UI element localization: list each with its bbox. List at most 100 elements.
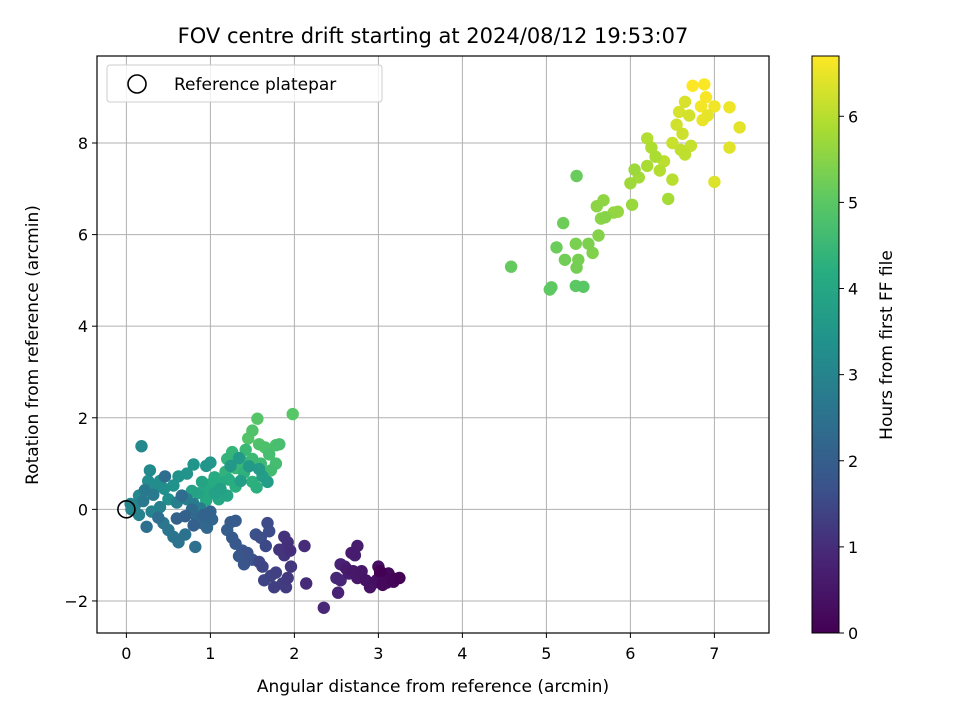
data-point bbox=[599, 211, 612, 224]
data-point bbox=[279, 581, 293, 594]
colorbar-tick-label: 1 bbox=[848, 538, 858, 557]
data-point bbox=[676, 127, 689, 140]
data-point bbox=[317, 601, 330, 614]
colorbar-gradient bbox=[811, 55, 840, 634]
y-axis-ticks: −2 0 2 4 6 8 bbox=[64, 134, 97, 611]
data-point bbox=[259, 539, 272, 553]
data-point bbox=[261, 516, 274, 530]
data-point bbox=[678, 148, 692, 161]
x-tick-label: 6 bbox=[625, 644, 635, 663]
data-point bbox=[187, 458, 200, 471]
x-tick-label: 5 bbox=[541, 644, 551, 663]
x-tick-label: 0 bbox=[121, 644, 131, 663]
data-point bbox=[649, 150, 662, 163]
data-point bbox=[175, 489, 188, 502]
data-point bbox=[701, 109, 714, 122]
x-axis-label: Angular distance from reference (arcmin) bbox=[257, 677, 609, 697]
data-point bbox=[558, 253, 572, 266]
colorbar-tick-label: 6 bbox=[848, 107, 858, 126]
y-axis-label: Rotation from reference (arcmin) bbox=[23, 205, 43, 485]
data-point bbox=[152, 511, 165, 524]
data-points bbox=[124, 78, 746, 614]
colorbar-ticks: 0 1 2 3 4 5 6 bbox=[839, 107, 858, 643]
colorbar: 0 1 2 3 4 5 6 Hours from first FF file bbox=[811, 55, 897, 643]
data-point bbox=[653, 164, 666, 177]
data-point bbox=[708, 100, 721, 113]
data-point bbox=[179, 528, 192, 541]
x-tick-label: 3 bbox=[373, 644, 383, 663]
data-point bbox=[200, 459, 213, 473]
data-point bbox=[232, 451, 246, 465]
data-point bbox=[189, 540, 202, 554]
data-point bbox=[300, 577, 313, 590]
data-point bbox=[242, 460, 256, 473]
data-point bbox=[625, 198, 639, 211]
colorbar-tick-label: 0 bbox=[848, 624, 858, 643]
data-point bbox=[158, 470, 172, 483]
data-point bbox=[273, 438, 286, 451]
data-point bbox=[187, 519, 200, 532]
data-point bbox=[273, 543, 286, 556]
plot-frame bbox=[96, 55, 770, 634]
data-point bbox=[298, 539, 311, 553]
data-point bbox=[284, 544, 297, 557]
colorbar-tick-label: 5 bbox=[848, 193, 858, 212]
data-point bbox=[694, 100, 708, 113]
data-point bbox=[570, 169, 583, 183]
data-point bbox=[214, 482, 227, 495]
data-point bbox=[698, 78, 711, 91]
data-point bbox=[723, 101, 736, 114]
y-tick-label: 6 bbox=[78, 226, 88, 245]
data-point bbox=[143, 464, 157, 477]
data-point bbox=[670, 118, 683, 131]
data-point bbox=[708, 175, 721, 189]
data-point bbox=[281, 571, 294, 585]
data-point bbox=[662, 192, 675, 206]
legend-box bbox=[106, 64, 383, 103]
x-tick-label: 7 bbox=[709, 644, 719, 663]
y-tick-label: 8 bbox=[78, 134, 88, 153]
data-point bbox=[229, 514, 242, 527]
data-point bbox=[393, 571, 406, 585]
data-point bbox=[241, 546, 254, 560]
chart-title: FOV centre drift starting at 2024/08/12 … bbox=[178, 24, 689, 48]
x-axis-ticks: 0 1 2 3 4 5 6 7 bbox=[121, 633, 719, 663]
data-point bbox=[195, 475, 209, 489]
data-point bbox=[672, 105, 686, 119]
data-point bbox=[570, 261, 583, 274]
plot-area bbox=[96, 55, 770, 634]
data-point bbox=[678, 95, 692, 109]
data-point bbox=[286, 407, 299, 421]
data-point bbox=[504, 260, 518, 273]
legend-entry-reference-platepar: Reference platepar bbox=[174, 75, 336, 95]
y-tick-label: 0 bbox=[78, 500, 88, 519]
data-point bbox=[172, 470, 185, 483]
data-point bbox=[666, 136, 679, 150]
data-point bbox=[239, 443, 252, 456]
colorbar-label: Hours from first FF file bbox=[877, 250, 897, 440]
legend-marker-icon bbox=[127, 74, 147, 94]
data-point bbox=[628, 163, 641, 176]
data-point bbox=[550, 241, 563, 254]
data-point bbox=[723, 141, 736, 154]
data-point bbox=[624, 177, 637, 190]
data-point bbox=[582, 237, 595, 250]
data-point bbox=[263, 448, 276, 461]
data-point bbox=[269, 566, 283, 579]
data-point bbox=[138, 483, 152, 497]
data-point bbox=[334, 574, 347, 587]
reference-platepar-marker bbox=[117, 500, 136, 519]
data-point bbox=[684, 139, 698, 152]
data-point bbox=[683, 109, 696, 122]
data-point bbox=[345, 546, 358, 560]
data-point bbox=[284, 560, 298, 573]
data-point bbox=[590, 200, 603, 213]
data-point bbox=[699, 91, 713, 104]
data-point bbox=[557, 216, 570, 230]
data-point bbox=[261, 475, 274, 489]
x-tick-label: 1 bbox=[205, 644, 215, 663]
data-point bbox=[666, 173, 679, 186]
data-point bbox=[132, 508, 146, 522]
data-point bbox=[686, 79, 699, 93]
